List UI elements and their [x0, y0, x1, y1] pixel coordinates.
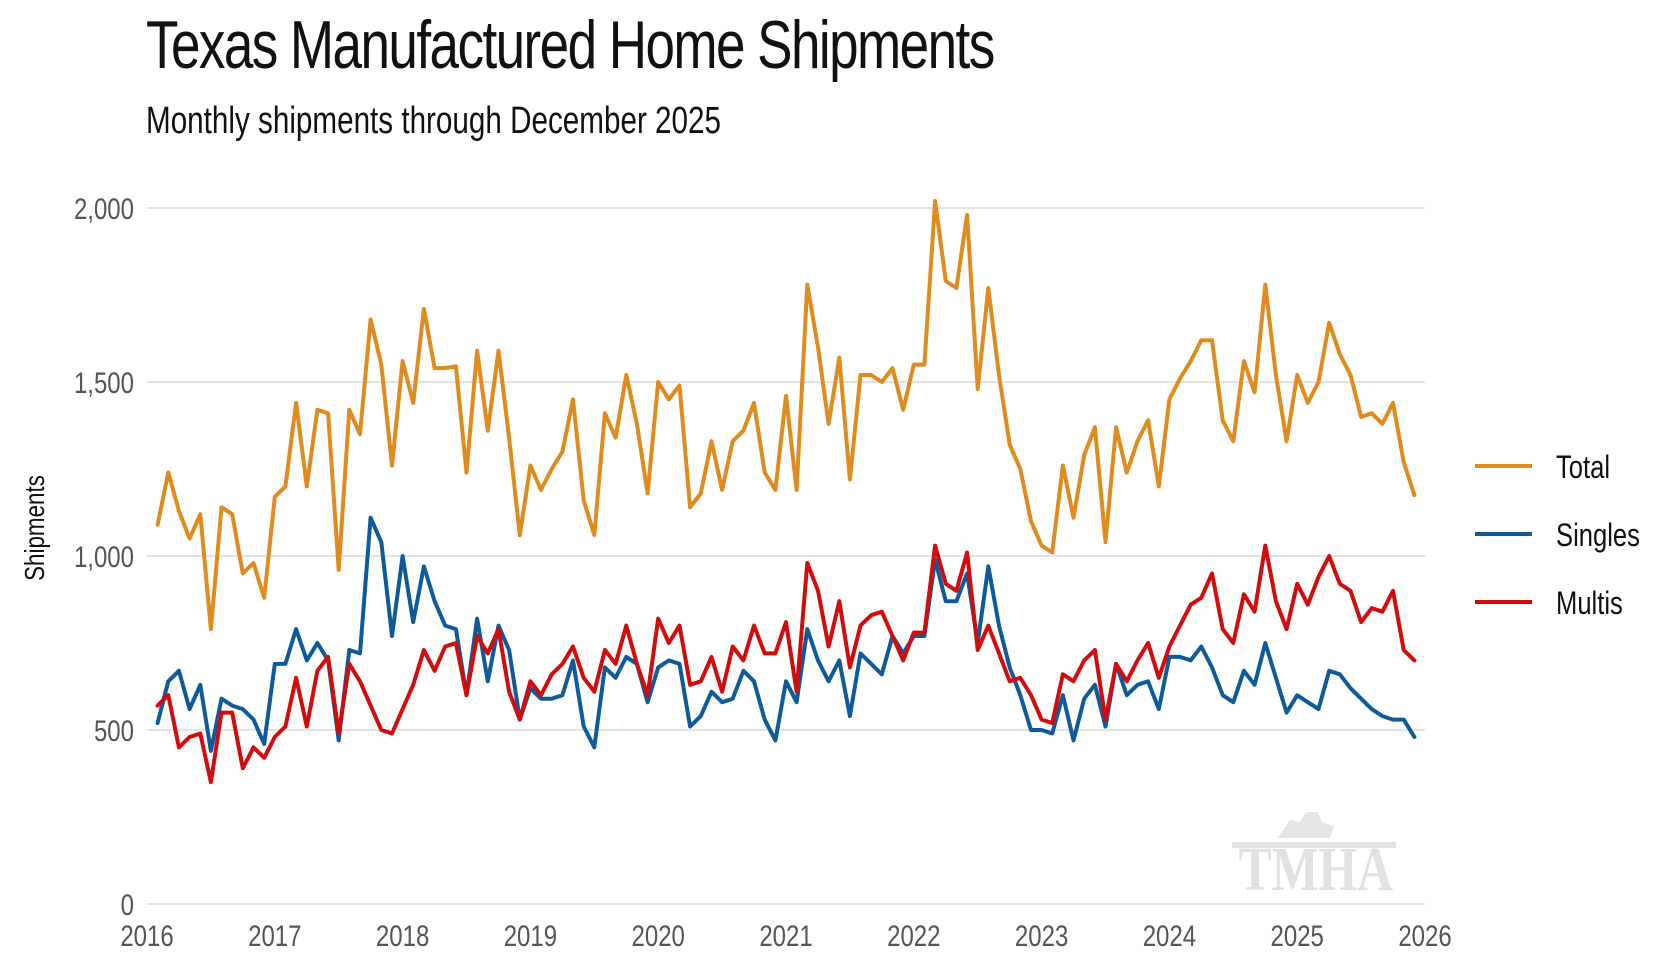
x-tick-label: 2019 [504, 918, 557, 952]
gridlines [147, 207, 1425, 905]
chart-subtitle: Monthly shipments through December 2025 [146, 100, 722, 142]
y-tick-label: 1,000 [74, 539, 134, 573]
y-tick-label: 0 [121, 887, 134, 921]
x-tick-label: 2023 [1015, 918, 1068, 952]
y-tick-label: 500 [94, 713, 134, 747]
legend-label-multis: Multis [1556, 586, 1623, 621]
legend-label-total: Total [1556, 450, 1610, 485]
x-tick-label: 2022 [887, 918, 940, 952]
legend-label-singles: Singles [1556, 518, 1640, 553]
y-axis-label: Shipments [20, 475, 51, 581]
x-tick-label: 2016 [120, 918, 173, 952]
series-line-total [155, 199, 1417, 632]
series-lines [155, 199, 1417, 785]
y-tick-label: 1,500 [74, 365, 134, 399]
x-tick-label: 2020 [632, 918, 685, 952]
x-tick-label: 2018 [376, 918, 429, 952]
series-line-multis [155, 543, 1417, 785]
y-tick-label: 2,000 [74, 191, 134, 225]
x-tick-label: 2025 [1271, 918, 1324, 952]
x-tick-label: 2017 [248, 918, 301, 952]
tmha-logo: TMHA [1232, 812, 1396, 904]
x-tick-label: 2024 [1143, 918, 1196, 952]
x-axis-ticks: 2016 2017 2018 2019 2020 2021 2022 2023 2024 2025… [120, 918, 1451, 952]
y-axis-ticks: 0 500 1,000 1,500 2,000 [74, 191, 134, 921]
chart-title: Texas Manufactured Home Shipments [146, 7, 995, 83]
legend: Total Singles Multis [1475, 450, 1640, 622]
x-tick-label: 2026 [1398, 918, 1451, 952]
x-tick-label: 2021 [759, 918, 812, 952]
series-line-singles [155, 515, 1417, 753]
